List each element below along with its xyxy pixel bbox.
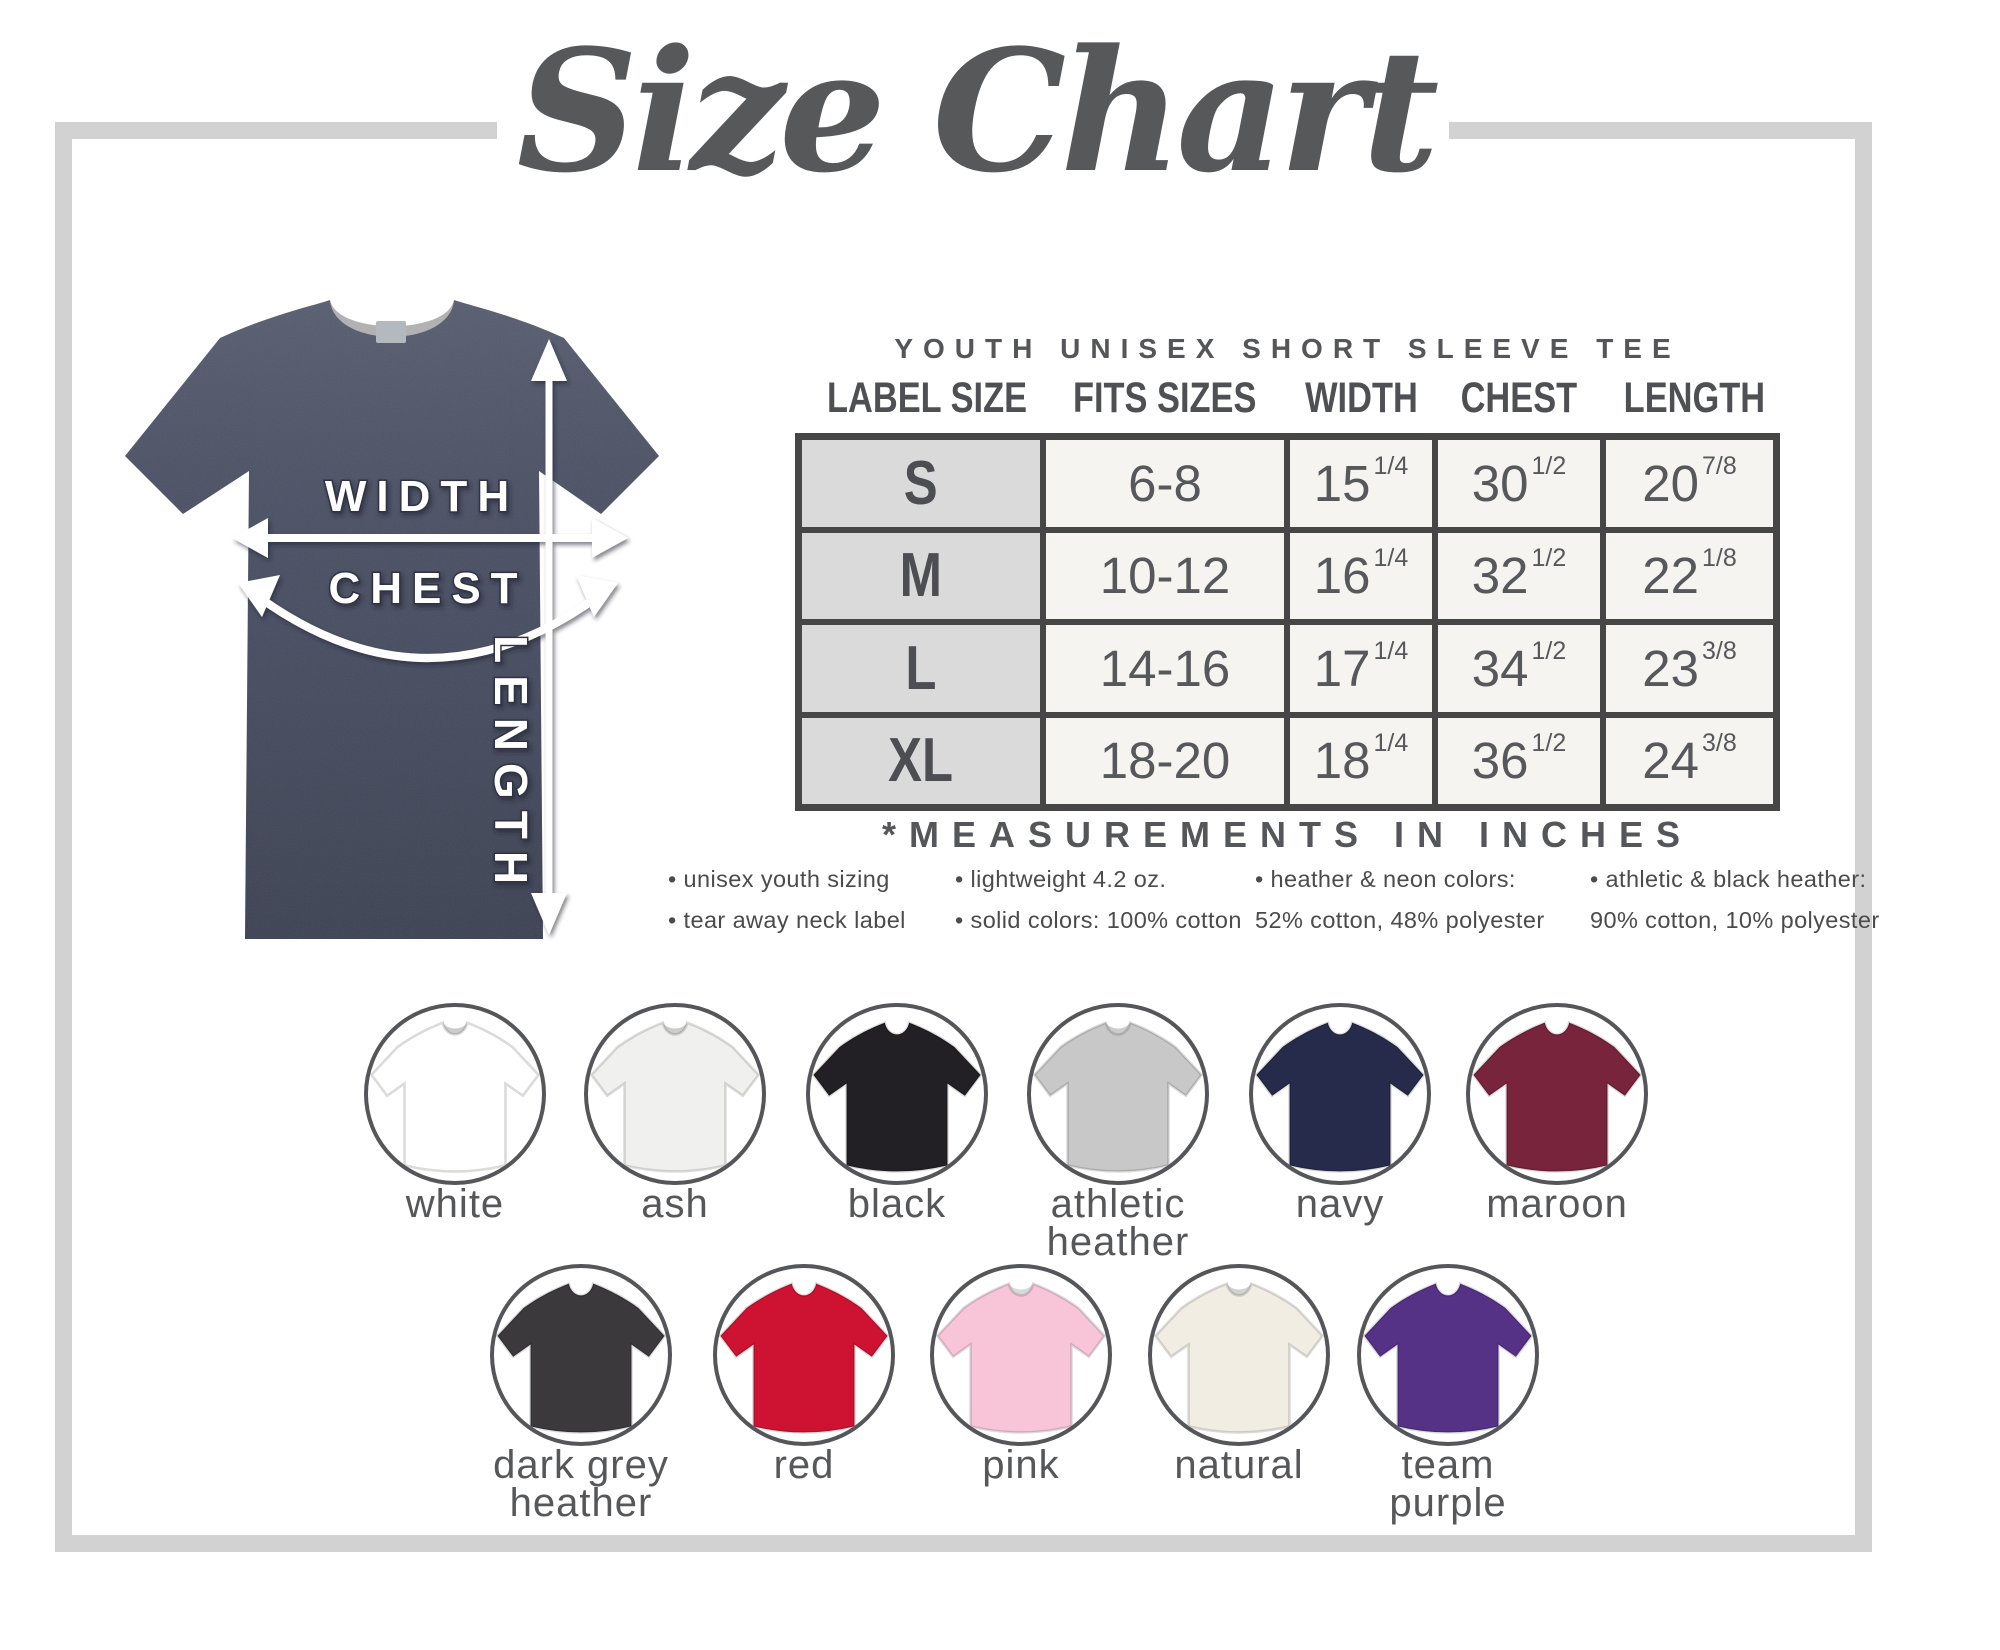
fits-cell: 10-12 — [1046, 532, 1284, 619]
swatch-label-team-purple: team purple — [1389, 1443, 1507, 1525]
length-cell: 24 3/8 — [1606, 717, 1773, 804]
column-header-length: LENGTH — [1623, 374, 1766, 422]
fits-cell: 18-20 — [1046, 717, 1284, 804]
column-header-label-size: LABEL SIZE — [827, 374, 1028, 422]
swatch-label-natural: natural — [1174, 1443, 1304, 1487]
notes-column-3: • heather & neon colors: 52% cotton, 48%… — [1255, 866, 1545, 948]
chest-label: CHEST — [328, 564, 527, 613]
notes-column-2: • lightweight 4.2 oz. • solid colors: 10… — [955, 866, 1242, 948]
swatch-label-navy: navy — [1295, 1182, 1385, 1226]
swatch-label-pink: pink — [982, 1443, 1060, 1487]
product-heading: YOUTH UNISEX SHORT SLEEVE TEE — [894, 333, 1681, 364]
chest-cell: 30 1/2 — [1438, 440, 1600, 527]
color-swatch-ash — [584, 1003, 766, 1185]
column-header-fits-sizes: FITS SIZES — [1073, 374, 1257, 422]
column-header-width: WIDTH — [1304, 374, 1418, 422]
tshirt-shape — [125, 300, 659, 939]
length-label: LENGTH — [485, 635, 537, 896]
color-swatch-dark-grey-heather — [490, 1264, 672, 1446]
color-swatch-red — [713, 1264, 895, 1446]
notes-column-4: • athletic & black heather: 90% cotton, … — [1590, 866, 1880, 948]
width-cell: 17 1/4 — [1290, 625, 1432, 712]
note-line: • heather & neon colors: — [1255, 866, 1516, 892]
note-line: • unisex youth sizing — [668, 866, 890, 892]
note-line: • tear away neck label — [668, 907, 906, 933]
width-cell: 15 1/4 — [1290, 440, 1432, 527]
length-cell: 23 3/8 — [1606, 625, 1773, 712]
swatch-label-ash: ash — [641, 1182, 709, 1226]
width-label: WIDTH — [325, 472, 519, 521]
tshirt-measurement-diagram: WIDTH CHEST LENGTH — [110, 243, 670, 953]
swatch-label-white: white — [405, 1182, 505, 1226]
swatch-label-black: black — [847, 1182, 947, 1226]
length-cell: 22 1/8 — [1606, 532, 1773, 619]
note-line: 90% cotton, 10% polyester — [1590, 907, 1880, 933]
width-cell: 18 1/4 — [1290, 717, 1432, 804]
color-swatch-maroon — [1466, 1003, 1648, 1185]
size-label-cell: M — [802, 532, 1040, 619]
color-swatch-black — [806, 1003, 988, 1185]
color-swatch-navy — [1249, 1003, 1431, 1185]
swatch-label-red: red — [773, 1443, 835, 1487]
size-table: S 6-8 15 1/4 30 1/2 20 7/8 M 10-12 16 1/4 32… — [795, 433, 1780, 811]
page-title: Size Chart — [516, 12, 1440, 210]
width-cell: 16 1/4 — [1290, 532, 1432, 619]
note-line: • lightweight 4.2 oz. — [955, 866, 1167, 892]
note-line: 52% cotton, 48% polyester — [1255, 907, 1545, 933]
title-background-mask — [497, 118, 1449, 144]
chest-arrow: CHEST — [238, 563, 618, 662]
size-label-cell: S — [802, 440, 1040, 527]
chest-cell: 32 1/2 — [1438, 532, 1600, 619]
color-swatch-white — [364, 1003, 546, 1185]
swatch-label-maroon: maroon — [1486, 1182, 1628, 1226]
swatch-label-athletic-heather: athletic heather — [1046, 1182, 1190, 1264]
width-arrow: WIDTH — [232, 471, 628, 558]
size-label-cell: XL — [802, 717, 1040, 804]
chest-cell: 36 1/2 — [1438, 717, 1600, 804]
color-swatch-pink — [930, 1264, 1112, 1446]
swatch-label-dark-grey-heather: dark grey heather — [493, 1443, 669, 1525]
neck-tag — [376, 321, 406, 343]
color-swatch-natural — [1148, 1264, 1330, 1446]
length-cell: 20 7/8 — [1606, 440, 1773, 527]
size-label-cell: L — [802, 625, 1040, 712]
chest-cell: 34 1/2 — [1438, 625, 1600, 712]
notes-column-1: • unisex youth sizing • tear away neck l… — [668, 866, 906, 948]
measurements-footnote: *MEASUREMENTS IN INCHES — [881, 814, 1694, 855]
note-line: • athletic & black heather: — [1590, 866, 1867, 892]
fits-cell: 14-16 — [1046, 625, 1284, 712]
color-swatch-team-purple — [1357, 1264, 1539, 1446]
length-arrow: LENGTH — [484, 339, 567, 935]
fits-cell: 6-8 — [1046, 440, 1284, 527]
color-swatch-athletic-heather — [1027, 1003, 1209, 1185]
note-line: • solid colors: 100% cotton — [955, 907, 1242, 933]
column-header-chest: CHEST — [1460, 374, 1578, 422]
table-column-headers: LABEL SIZE FITS SIZES WIDTH CHEST LENGTH — [795, 374, 1794, 423]
